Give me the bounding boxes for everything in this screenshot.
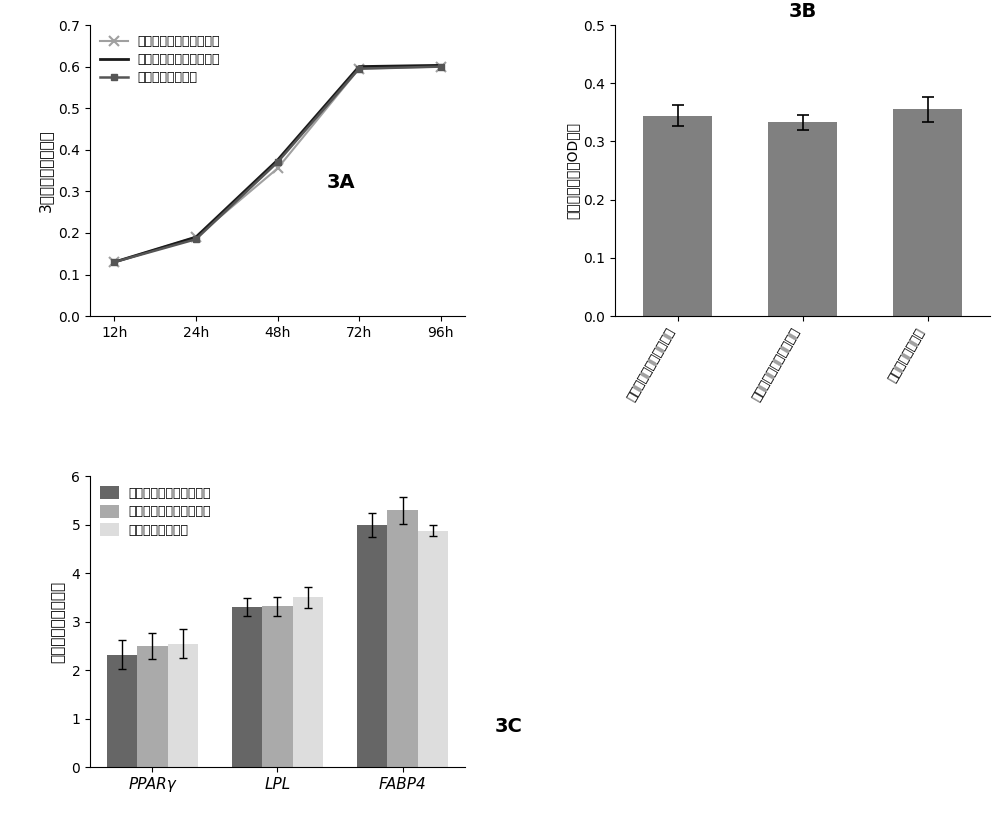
前体肌内脂肪细胞	[353, 63, 365, 73]
Y-axis label: 基因表达的差异倍数: 基因表达的差异倍数	[51, 580, 66, 663]
分离的前体腹脂脂肪细胞	[190, 232, 202, 242]
Bar	[137, 646, 168, 767]
Bar	[768, 123, 837, 316]
分离的前体腹脂脂肪细胞	[435, 60, 447, 70]
Line: 转化的前体腹脂脂肪细胞: 转化的前体腹脂脂肪细胞	[110, 62, 445, 267]
Bar	[357, 525, 387, 767]
转化的前体腹脂脂肪细胞	[190, 232, 202, 242]
Bar	[643, 116, 712, 316]
Line: 分离的前体腹脂脂肪细胞: 分离的前体腹脂脂肪细胞	[114, 65, 441, 262]
Bar	[387, 510, 418, 767]
转化的前体腹脂脂肪细胞	[108, 257, 120, 267]
分离的前体腹脂脂肪细胞	[353, 62, 365, 72]
Bar	[893, 109, 962, 316]
Y-axis label: 细胞脂质含量（OD值）: 细胞脂质含量（OD值）	[565, 122, 579, 219]
前体肌内脂肪细胞	[190, 234, 202, 244]
Bar	[232, 607, 262, 767]
分离的前体腹脂脂肪细胞	[272, 155, 284, 165]
Legend: 转化的前体腹脂脂肪细胞, 分离的前体腹脂脂肪细胞, 前体肌内脂肪细胞: 转化的前体腹脂脂肪细胞, 分离的前体腹脂脂肪细胞, 前体肌内脂肪细胞	[96, 482, 215, 540]
前体肌内脂肪细胞	[272, 158, 284, 168]
Y-axis label: 3种细胞的增殖曲线: 3种细胞的增殖曲线	[38, 129, 53, 212]
Line: 前体肌内脂肪细胞: 前体肌内脂肪细胞	[111, 63, 444, 265]
转化的前体腹脂脂肪细胞	[435, 62, 447, 72]
Title: 3B: 3B	[788, 2, 817, 21]
Text: 3C: 3C	[495, 717, 523, 736]
分离的前体腹脂脂肪细胞	[108, 257, 120, 267]
前体肌内脂肪细胞	[108, 257, 120, 267]
Text: 3A: 3A	[326, 173, 355, 192]
Legend: 转化的前体腹脂脂肪细胞, 分离的前体腹脂脂肪细胞, 前体肌内脂肪细胞: 转化的前体腹脂脂肪细胞, 分离的前体腹脂脂肪细胞, 前体肌内脂肪细胞	[96, 31, 224, 88]
Bar	[418, 530, 448, 767]
Bar	[293, 597, 323, 767]
转化的前体腹脂脂肪细胞	[353, 63, 365, 73]
Bar	[168, 644, 198, 767]
前体肌内脂肪细胞	[435, 62, 447, 72]
Bar	[107, 655, 137, 767]
转化的前体腹脂脂肪细胞	[272, 163, 284, 173]
Bar	[262, 606, 293, 767]
